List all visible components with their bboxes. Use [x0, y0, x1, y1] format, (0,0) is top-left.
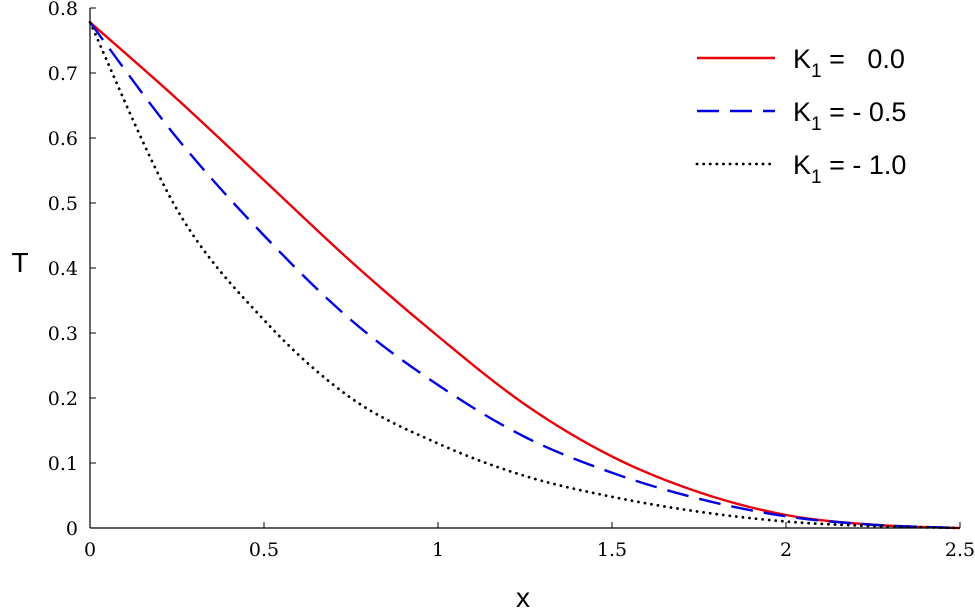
- x-tick-label: 1: [432, 539, 444, 561]
- x-tick-label: 2.5: [945, 539, 975, 561]
- y-tick-label: 0.2: [48, 388, 78, 410]
- y-tick-label: 0.4: [48, 258, 78, 280]
- x-tick-label: 2: [780, 539, 792, 561]
- x-tick-label: 1.5: [597, 539, 627, 561]
- y-axis-title: T: [11, 247, 28, 278]
- x-axis-title: x: [516, 582, 530, 611]
- legend: K1 = 0.0 K1 = - 0.5 K1 = - 1.0: [695, 44, 906, 188]
- series-layer: [88, 20, 962, 530]
- ticks: 0 0.5 1 1.5 2 2.5 0 0.1 0.2 0.3 0.4 0.5 0.6 0.7 0.8: [48, 0, 975, 561]
- y-tick-label: 0.8: [48, 0, 78, 20]
- legend-label-2: K1 = - 0.5: [793, 97, 906, 135]
- legend-label-1: K1 = 0.0: [793, 44, 905, 82]
- x-tick-label: 0: [84, 539, 96, 561]
- x-tick-label: 0.5: [249, 539, 279, 561]
- y-tick-label: 0: [66, 518, 78, 540]
- series-line-3: [88, 20, 962, 530]
- y-tick-label: 0.7: [48, 63, 78, 85]
- y-tick-label: 0.6: [48, 128, 78, 150]
- series-line-2: [89, 21, 961, 530]
- axes: [89, 8, 960, 529]
- y-tick-label: 0.3: [48, 323, 78, 345]
- legend-label-3: K1 = - 1.0: [793, 150, 906, 188]
- y-tick-label: 0.1: [48, 453, 78, 475]
- y-tick-label: 0.5: [48, 193, 78, 215]
